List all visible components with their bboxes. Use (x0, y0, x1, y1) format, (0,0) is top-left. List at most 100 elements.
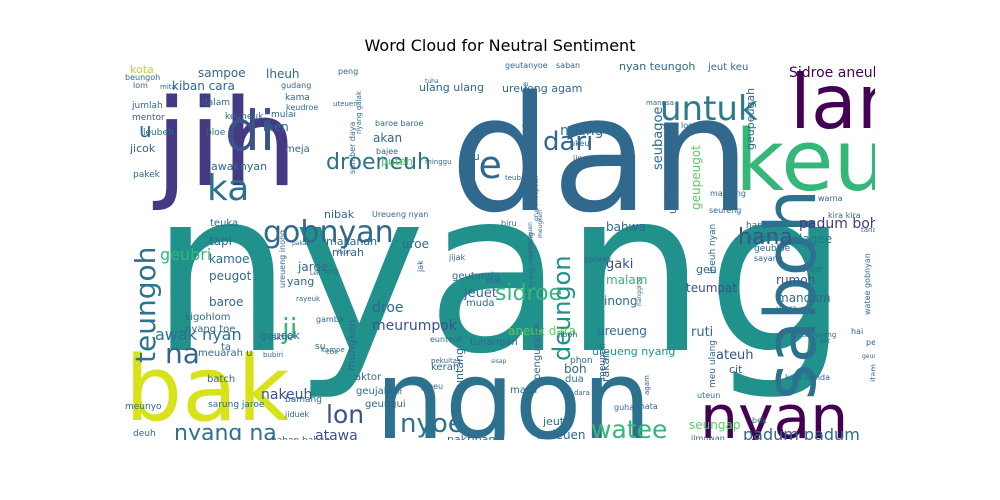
word-deuh: deuh (133, 429, 156, 439)
word-peugot: peugot (209, 269, 252, 283)
word-ji: ji (281, 312, 298, 345)
word-aneuk-dara: aneuk dara (508, 324, 576, 338)
word-keudroe: keudroe (286, 103, 318, 112)
word-padum-padum: padum padum (743, 425, 860, 440)
word-nyan: nyan (700, 383, 848, 440)
word-pulotupeuen: pulotupeuen (527, 222, 534, 260)
word-ilmuwan: ilmuwan (691, 434, 725, 440)
word-itam: itam (869, 364, 875, 382)
word-ureung: ureung (666, 175, 679, 214)
word-mandum: mandum (777, 291, 831, 305)
word-ureueng: ureueng (597, 324, 647, 338)
word-peuo: peuo (866, 338, 875, 347)
word-bak: bak (125, 337, 289, 440)
word-dari: dari (543, 127, 593, 157)
word-uteun: uteun (697, 391, 720, 400)
word-ateuh: ateuh (716, 348, 754, 363)
word-utara: utara (776, 304, 797, 313)
word-ukeu: ukeu (570, 139, 589, 148)
word-ka: ka (207, 168, 249, 209)
word-yang: yang (287, 275, 314, 288)
word-nanggroe: nanggroe (636, 277, 643, 306)
word-beungoh: beungoh (125, 73, 160, 82)
word-kata-benda: kata benda (785, 373, 830, 382)
word-sigohlom: sigohlom (185, 312, 230, 323)
word-leubeh: leubeh (143, 128, 174, 138)
word-mantong: mantong (710, 189, 746, 198)
word-na: na (165, 337, 200, 370)
word-su: su (315, 342, 325, 352)
word-geutanyoe: geutanyoe (505, 61, 548, 70)
word-muda: muda (466, 298, 495, 309)
word-pakan: pakan (292, 240, 311, 247)
word-le: le (468, 143, 502, 187)
word-laoet: laoet (387, 389, 403, 396)
word-biru: biru (501, 219, 517, 228)
word-ruti: ruti (691, 325, 713, 340)
word-hana: hana (738, 225, 793, 250)
word-kota: kota (130, 63, 154, 76)
word-ureueng-agam: ureueng agam (502, 82, 582, 95)
word-pakek: pakek (133, 170, 161, 180)
word-baroe-baroe: baroe baroe (375, 119, 423, 128)
word-loen: loen (681, 121, 698, 130)
word-mulai: mulai (271, 110, 296, 120)
word-meu-ulang: meu ulang (708, 340, 718, 388)
word-di: di (225, 99, 275, 163)
word-geulinyueng: geulinyueng (793, 331, 836, 339)
word-tanaman: tanaman (861, 226, 875, 234)
word-nyang-toe: nyang toe (185, 324, 235, 335)
word-nyang-na: nyang na (174, 421, 277, 440)
word-bloe: bloe (206, 128, 226, 138)
word-ureueng-inong: ureueng inong (278, 230, 287, 288)
word-guha: guha (614, 403, 634, 412)
word-mita: mita (160, 83, 176, 91)
word-geupeugah: geupeugah (744, 88, 757, 150)
word-neu: neu (459, 150, 480, 163)
word-pabrek: pabrek (584, 255, 612, 264)
word-kiban-cara: kiban cara (172, 79, 235, 93)
word-jaroe: jaroe (297, 260, 328, 274)
word-bamang: bamang (285, 395, 322, 405)
word-ikot: ikot (819, 338, 831, 345)
word-geusaran: geusaran (862, 353, 875, 360)
word-mungken: mungken (345, 320, 358, 371)
word-rayeuk: rayeuk (296, 295, 321, 303)
word-kamoe: kamoe (209, 252, 250, 266)
word-baroe: baroe (209, 295, 243, 309)
word-kama: kama (285, 93, 310, 103)
word-jicok: jicok (129, 142, 156, 155)
word-saban: saban (556, 61, 580, 70)
word-leh: Leh (310, 270, 321, 277)
word-sayang: sayang (754, 254, 783, 263)
word-eunteuk: eunteuk (430, 335, 463, 344)
word-jijak: jijak (448, 253, 466, 262)
word-bek: bek (752, 416, 767, 425)
word-minggu: minggu (425, 158, 452, 166)
word-makanan: makanan (326, 235, 377, 248)
word-puteh: puteh (381, 155, 413, 168)
word-masa: masa (510, 385, 537, 396)
word-meugkeh: meugkeh (537, 210, 544, 238)
word-malam: malam (606, 273, 647, 287)
word-mata: mata (637, 402, 658, 411)
word-tuha: tuha (425, 78, 439, 85)
word-teungoh: teungoh (129, 247, 162, 363)
word-seubagoe: seubagoe (651, 107, 666, 170)
word-kamoe: kamoe (321, 346, 345, 354)
word-geubloe: geubloe (754, 244, 791, 254)
word-tang: tang (324, 268, 338, 275)
word-nyang-manyang: nyang manyang (527, 232, 535, 289)
word-jeut: jeut (542, 415, 565, 428)
chart-title: Word Cloud for Neutral Sentiment (364, 36, 636, 55)
word-gaki: gaki (606, 257, 633, 272)
word-pakriban: pakriban (447, 433, 495, 440)
word-jinoe: jinoe (572, 154, 592, 163)
word-awak-nyan: awak nyan (155, 325, 242, 344)
word-bahwa: bahwa (606, 220, 646, 234)
word-u: u (139, 118, 152, 142)
word-jumlah: jumlah (131, 101, 163, 111)
word-sidroe: sidroe (495, 281, 562, 306)
word-uroe: uroe (402, 237, 429, 251)
